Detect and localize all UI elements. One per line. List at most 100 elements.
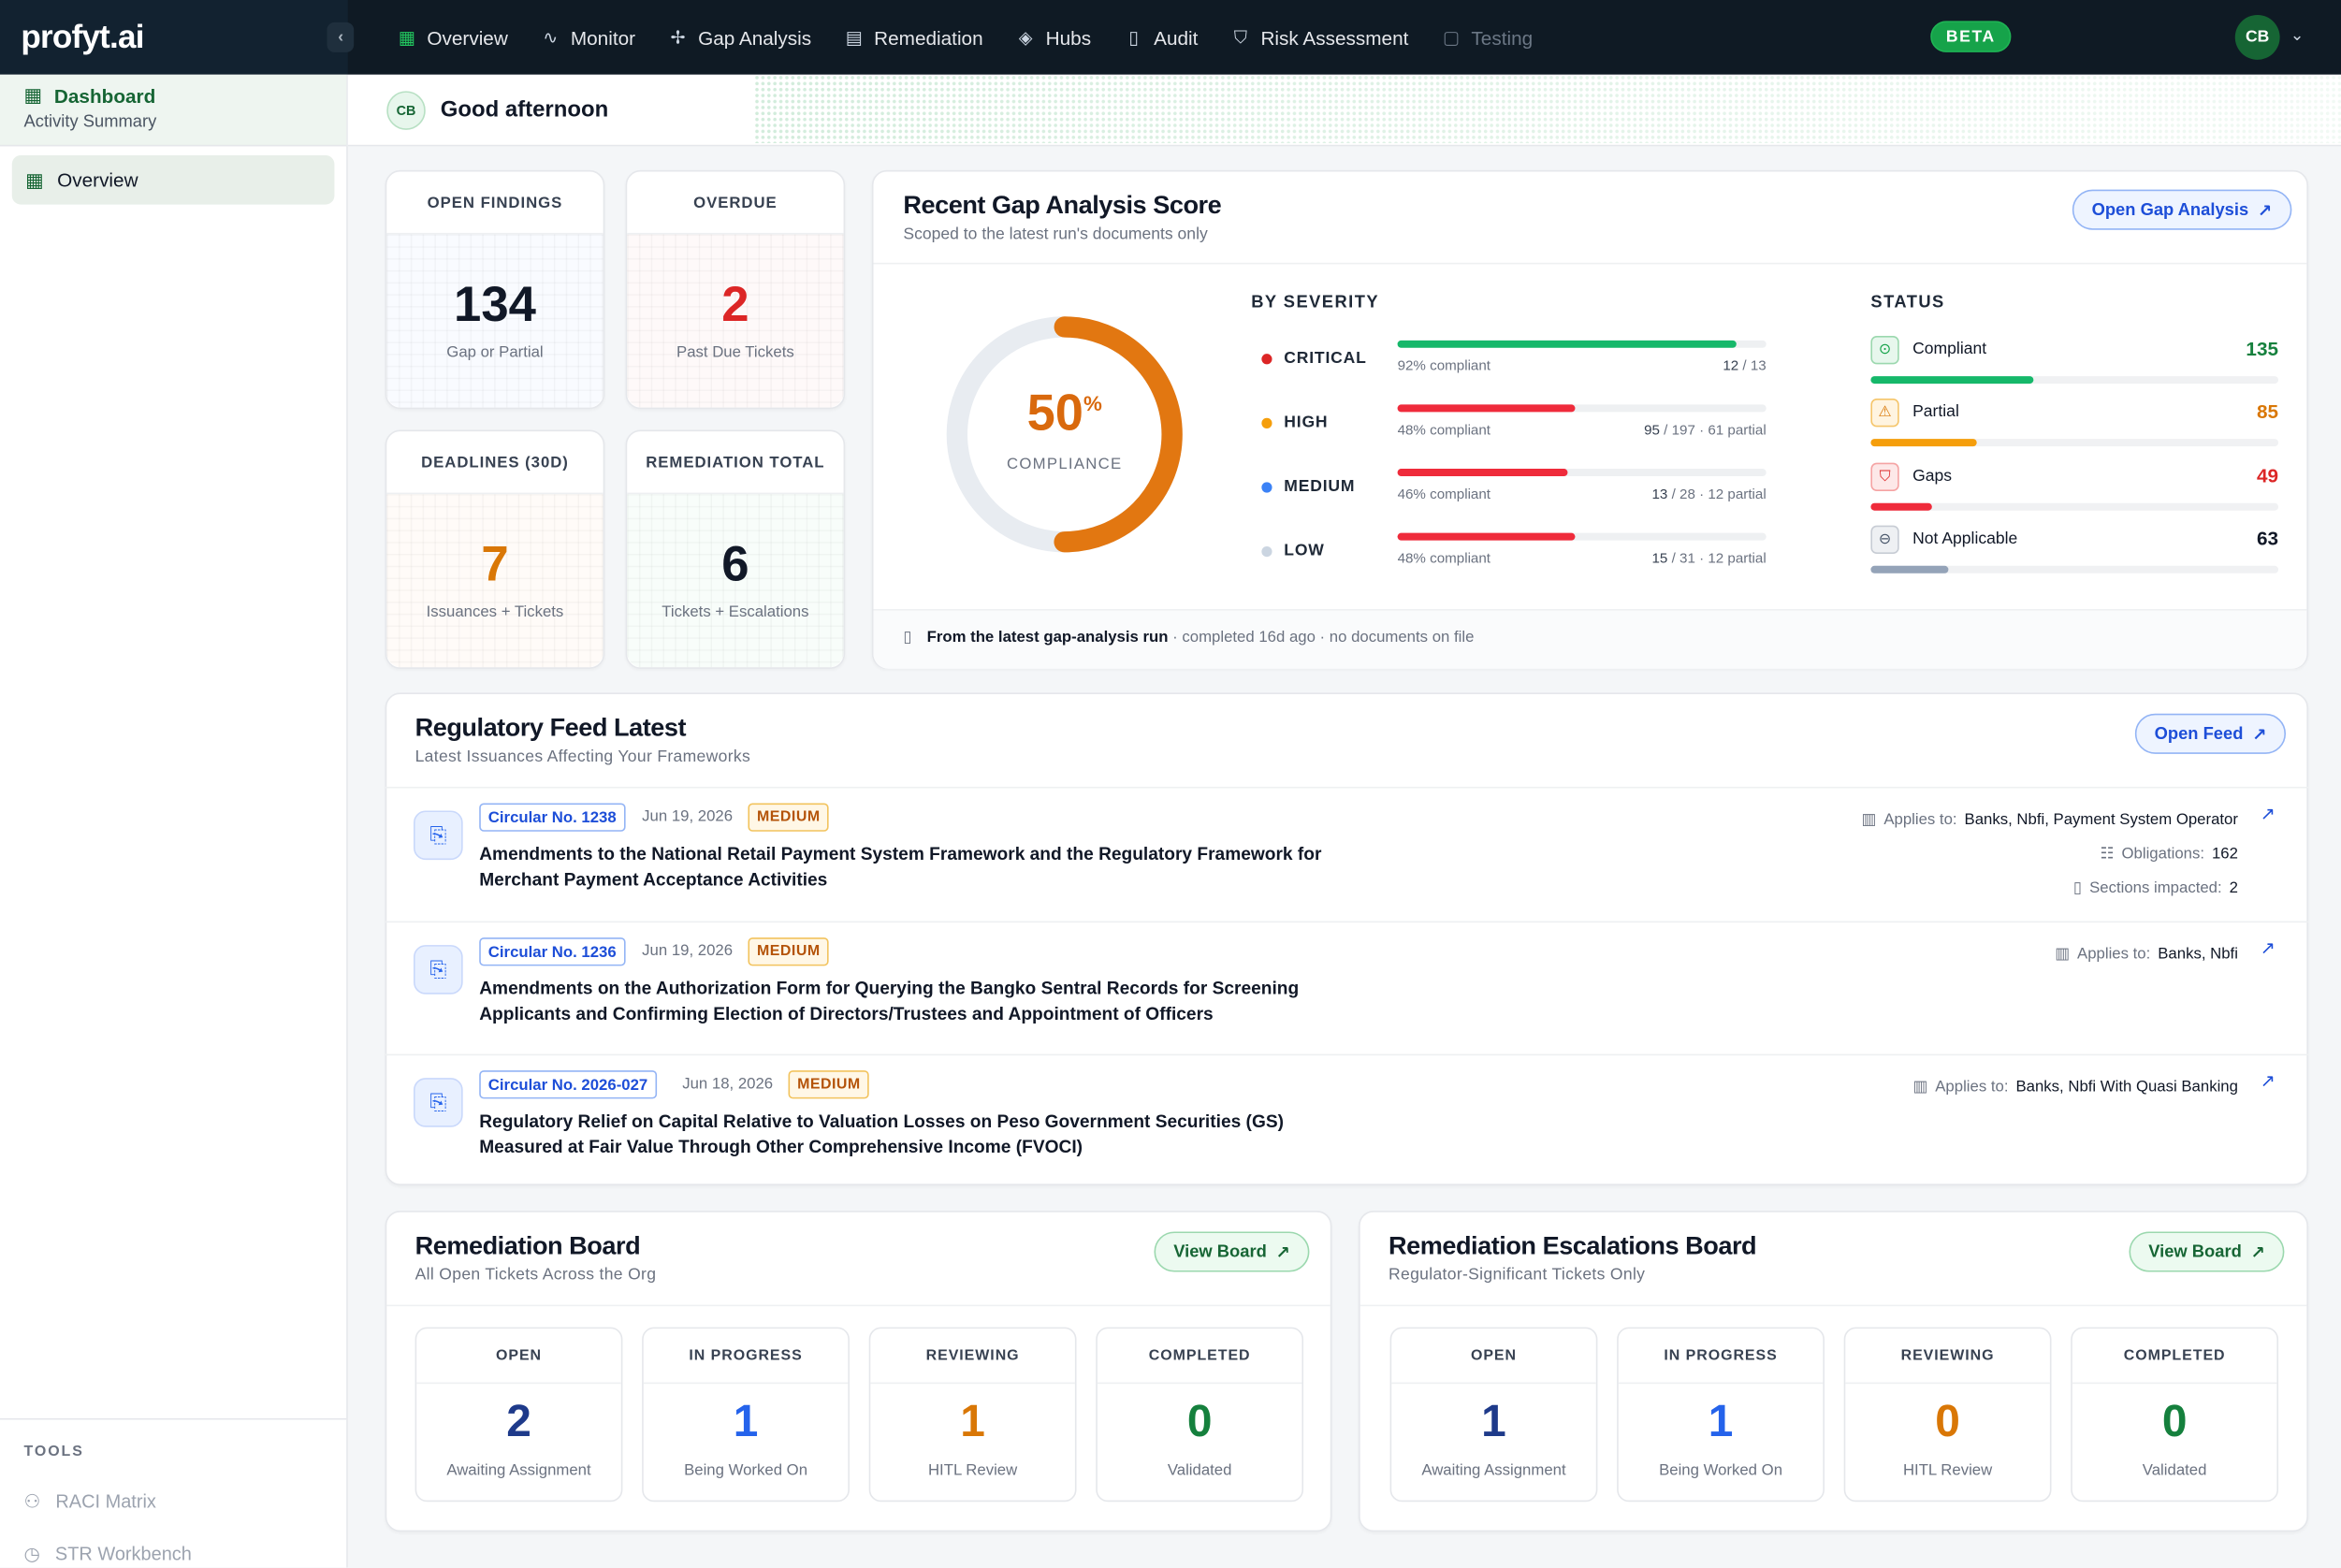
board-column-open[interactable]: OPEN 1 Awaiting Assignment xyxy=(1389,1327,1598,1503)
kpi-grid-bg xyxy=(386,234,603,408)
board-column-reviewing[interactable]: REVIEWING 1 HITL Review xyxy=(868,1327,1077,1503)
status-row[interactable]: ⊙ Compliant 135 xyxy=(1870,336,2279,388)
arrow-up-right-icon[interactable]: ↗ xyxy=(2260,937,2276,959)
issuance-title[interactable]: Amendments on the Authorization Form for… xyxy=(479,978,1300,1024)
gap-footer xyxy=(873,609,2307,669)
kpi-deadlines[interactable]: DEADLINES (30D) 7 Issuances + Tickets xyxy=(385,429,605,669)
feed-item[interactable]: ⎘ Circular No. 1236 Jun 19, 2026 MEDIUM Amen… xyxy=(385,921,2308,1056)
arrow-up-right-icon: ↗ xyxy=(2252,726,2267,745)
status-bar-fill xyxy=(1870,502,1932,511)
severity-label: CRITICAL xyxy=(1284,349,1367,368)
feed-item[interactable]: ⎘ Circular No. 1238 Jun 19, 2026 MEDIUM Amen… xyxy=(385,786,2308,922)
severity-bar-track xyxy=(1397,404,1767,413)
board-column-completed[interactable]: COMPLETED 0 Validated xyxy=(1096,1327,1304,1503)
nav-gap-analysis[interactable]: ✢ Gap Analysis xyxy=(652,0,828,75)
kpi-sub: Gap or Partial xyxy=(446,343,544,362)
view-board-button[interactable]: View Board ↗ xyxy=(2129,1231,2285,1272)
open-gap-analysis-button[interactable]: Open Gap Analysis ↗ xyxy=(2072,189,2291,230)
column-sub: Awaiting Assignment xyxy=(446,1461,591,1480)
severity-bar-track xyxy=(1397,532,1767,541)
board-column-in-progress[interactable]: IN PROGRESS 1 Being Worked On xyxy=(642,1327,850,1503)
severity-total: / 197 · 61 partial xyxy=(1659,422,1767,440)
column-sub: HITL Review xyxy=(1902,1461,1993,1480)
compliance-unit: % xyxy=(1083,391,1102,415)
column-label: COMPLETED xyxy=(2072,1328,2277,1385)
kpi-grid-bg xyxy=(627,494,844,668)
sidebar-item-overview[interactable]: ▦ Overview xyxy=(11,154,335,205)
circular-tag[interactable]: Circular No. 2026-027 xyxy=(479,1070,657,1099)
kpi-remediation-total[interactable]: REMEDIATION TOTAL 6 Tickets + Escalation… xyxy=(625,429,846,669)
column-count: 2 xyxy=(506,1397,531,1447)
kpi-overdue[interactable]: OVERDUE 2 Past Due Tickets xyxy=(625,169,846,410)
board-header: Remediation Escalations Board Regulator-S… xyxy=(1389,1231,1757,1284)
button-label: Open Feed xyxy=(2154,724,2244,743)
logo[interactable]: profyt.ai ‹ xyxy=(0,0,355,75)
severity-bar-fill xyxy=(1397,532,1575,541)
applies-label: Applies to: xyxy=(1935,1078,2009,1096)
kpi-label: DEADLINES (30D) xyxy=(386,431,603,495)
feed-item[interactable]: ⎘ Circular No. 2026-027 Jun 18, 2026 MEDIUM… xyxy=(385,1053,2308,1183)
board-column-open[interactable]: OPEN 2 Awaiting Assignment xyxy=(414,1327,623,1503)
applies-value: Banks, Nbfi xyxy=(2158,945,2238,964)
status-row[interactable]: ⊖ Not Applicable 63 xyxy=(1870,525,2279,578)
nav-risk-assessment[interactable]: ⛉ Risk Assessment xyxy=(1214,0,1425,75)
issuance-title[interactable]: Amendments to the National Retail Paymen… xyxy=(479,843,1322,891)
nav-testing[interactable]: ▢ Testing xyxy=(1425,0,1549,75)
tool-str-workbench[interactable]: ◷ STR Workbench xyxy=(0,1542,346,1564)
severity-row: LOW xyxy=(1261,542,1324,559)
arrow-up-right-icon[interactable]: ↗ xyxy=(2260,1070,2276,1092)
severity-count-text: 15 / 31 · 12 partial xyxy=(1553,550,1766,568)
shield-alert-icon: ⛉ xyxy=(1870,462,1899,491)
nav-overview[interactable]: ▦ Overview xyxy=(381,0,524,75)
circular-tag[interactable]: Circular No. 1238 xyxy=(479,803,626,832)
nav-monitor[interactable]: ∿ Monitor xyxy=(524,0,651,75)
sidebar-title: Dashboard xyxy=(53,84,156,108)
kpi-open-findings[interactable]: OPEN FINDINGS 134 Gap or Partial xyxy=(385,169,605,410)
kpi-sub: Tickets + Escalations xyxy=(662,603,809,621)
severity-count-text: 95 / 197 · 61 partial xyxy=(1553,423,1767,440)
button-label: View Board xyxy=(2148,1242,2242,1261)
button-label: Open Gap Analysis xyxy=(2091,200,2249,219)
open-feed-button[interactable]: Open Feed ↗ xyxy=(2134,713,2287,754)
board-column-reviewing[interactable]: REVIEWING 0 HITL Review xyxy=(1843,1327,2052,1503)
sections-value: 2 xyxy=(2229,878,2238,898)
severity-row: MEDIUM xyxy=(1261,478,1355,496)
file-icon: ▯ xyxy=(1128,25,1139,48)
kpi-value: 134 xyxy=(454,276,536,332)
severity-bar-fill xyxy=(1397,404,1575,413)
status-label: Partial xyxy=(1912,402,1959,421)
tool-raci-matrix[interactable]: ⚇ RACI Matrix xyxy=(0,1490,346,1512)
chevron-down-icon[interactable]: ⌄ xyxy=(2290,26,2305,45)
status-label: Compliant xyxy=(1912,340,1987,358)
gap-analysis-card: Recent Gap Analysis Score Scoped to the … xyxy=(871,169,2308,669)
kpi-label: OVERDUE xyxy=(627,172,844,235)
column-label: OPEN xyxy=(416,1328,621,1385)
footer-rest: · completed 16d ago · no documents on fi… xyxy=(1168,628,1475,646)
user-avatar[interactable]: CB xyxy=(2234,14,2280,60)
nav-audit[interactable]: ▯ Audit xyxy=(1108,0,1214,75)
column-count: 1 xyxy=(1708,1397,1734,1447)
arrow-up-right-icon: ↗ xyxy=(2257,202,2273,221)
board-column-completed[interactable]: COMPLETED 0 Validated xyxy=(2071,1327,2279,1503)
column-count: 1 xyxy=(1481,1397,1506,1447)
severity-bar-fill xyxy=(1397,469,1567,477)
issuance-title[interactable]: Regulatory Relief on Capital Relative to… xyxy=(479,1111,1285,1157)
status-bar-track xyxy=(1870,376,2279,385)
column-label: IN PROGRESS xyxy=(643,1328,849,1385)
severity-compliance-text: 48% compliant xyxy=(1397,550,1491,568)
circular-tag[interactable]: Circular No. 1236 xyxy=(479,937,626,966)
view-board-button[interactable]: View Board ↗ xyxy=(1154,1231,1310,1272)
nav-remediation[interactable]: ▤ Remediation xyxy=(828,0,1000,75)
arrow-up-right-icon[interactable]: ↗ xyxy=(2260,803,2276,824)
nav-hubs[interactable]: ◈ Hubs xyxy=(999,0,1107,75)
status-value: 135 xyxy=(2246,337,2279,360)
status-row[interactable]: ⛉ Gaps 49 xyxy=(1870,462,2279,515)
status-row[interactable]: ⚠ Partial 85 xyxy=(1870,399,2279,451)
board-column-in-progress[interactable]: IN PROGRESS 1 Being Worked On xyxy=(1617,1327,1825,1503)
severity-compliance-text: 48% compliant xyxy=(1397,422,1491,440)
severity-count: 15 xyxy=(1651,550,1668,568)
tools-label: TOOLS xyxy=(23,1444,84,1460)
sections-impacted: ▯ Sections impacted: 2 xyxy=(2073,879,2238,897)
collapse-sidebar-button[interactable]: ‹ xyxy=(327,22,355,52)
regulatory-feed-card: Regulatory Feed Latest Latest Issuances … xyxy=(385,692,2308,1185)
